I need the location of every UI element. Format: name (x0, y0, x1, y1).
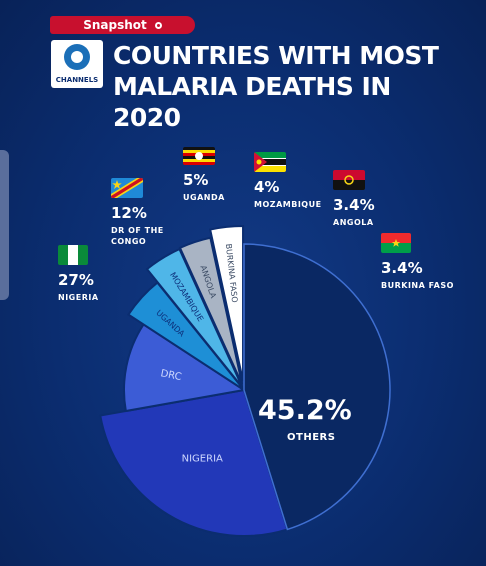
channels-logo-mark-icon (64, 44, 90, 70)
side-tab (0, 150, 9, 300)
title-line-1: COUNTRIES WITH MOST (113, 41, 439, 70)
callout-nigeria: 27% NIGERIA (58, 245, 99, 303)
value-others: 45.2% (258, 395, 352, 426)
flag-nigeria-icon (58, 245, 88, 265)
name-drc: DR OF THE CONGO (111, 226, 164, 246)
value-drc: 12% (111, 204, 147, 222)
snapshot-badge: Snapshot (50, 16, 195, 34)
callout-burkina-faso: 3.4% BURKINA FASO (381, 233, 454, 291)
pie-slice-others (243, 243, 391, 531)
name-mozambique: MOZAMBIQUE (254, 200, 322, 209)
pie-slice-burkina-faso (208, 225, 245, 382)
flag-angola-icon (333, 170, 365, 190)
callout-uganda: 5% UGANDA (183, 147, 225, 203)
value-angola: 3.4% (333, 196, 375, 214)
snapshot-label: Snapshot (83, 18, 147, 32)
pie-slice-mozambique (145, 247, 244, 389)
name-burkina-faso: BURKINA FASO (381, 281, 454, 290)
pie-slice-angola (178, 236, 244, 385)
callout-mozambique: 4% MOZAMBIQUE (254, 152, 322, 210)
page-title: COUNTRIES WITH MOST MALARIA DEATHS IN 20… (113, 40, 443, 133)
flag-uganda-icon (183, 147, 215, 165)
flag-drc-icon (111, 178, 143, 198)
name-nigeria: NIGERIA (58, 293, 99, 302)
slice-label-dr-of-the-congo: DRC (160, 368, 183, 383)
name-uganda: UGANDA (183, 193, 225, 202)
value-burkina-faso: 3.4% (381, 259, 423, 277)
logo-text: CHANNELS (55, 76, 99, 84)
title-line-2: MALARIA DEATHS IN 2020 (113, 72, 391, 132)
pie-slice-nigeria (99, 388, 289, 537)
name-angola: ANGOLA (333, 218, 374, 227)
name-others: OTHERS (287, 432, 336, 443)
callout-angola: 3.4% ANGOLA (333, 170, 375, 228)
slice-label-nigeria: NIGERIA (182, 454, 223, 465)
value-nigeria: 27% (58, 271, 94, 289)
callout-drc: 12% DR OF THE CONGO (111, 178, 171, 247)
channels-logo: CHANNELS (51, 40, 103, 88)
value-uganda: 5% (183, 171, 209, 189)
record-dot-icon (154, 21, 162, 29)
flag-mozambique-icon (254, 152, 286, 172)
pie-slice-dr-of-the-congo (123, 323, 247, 413)
value-mozambique: 4% (254, 178, 280, 196)
flag-burkina-faso-icon (381, 233, 411, 253)
